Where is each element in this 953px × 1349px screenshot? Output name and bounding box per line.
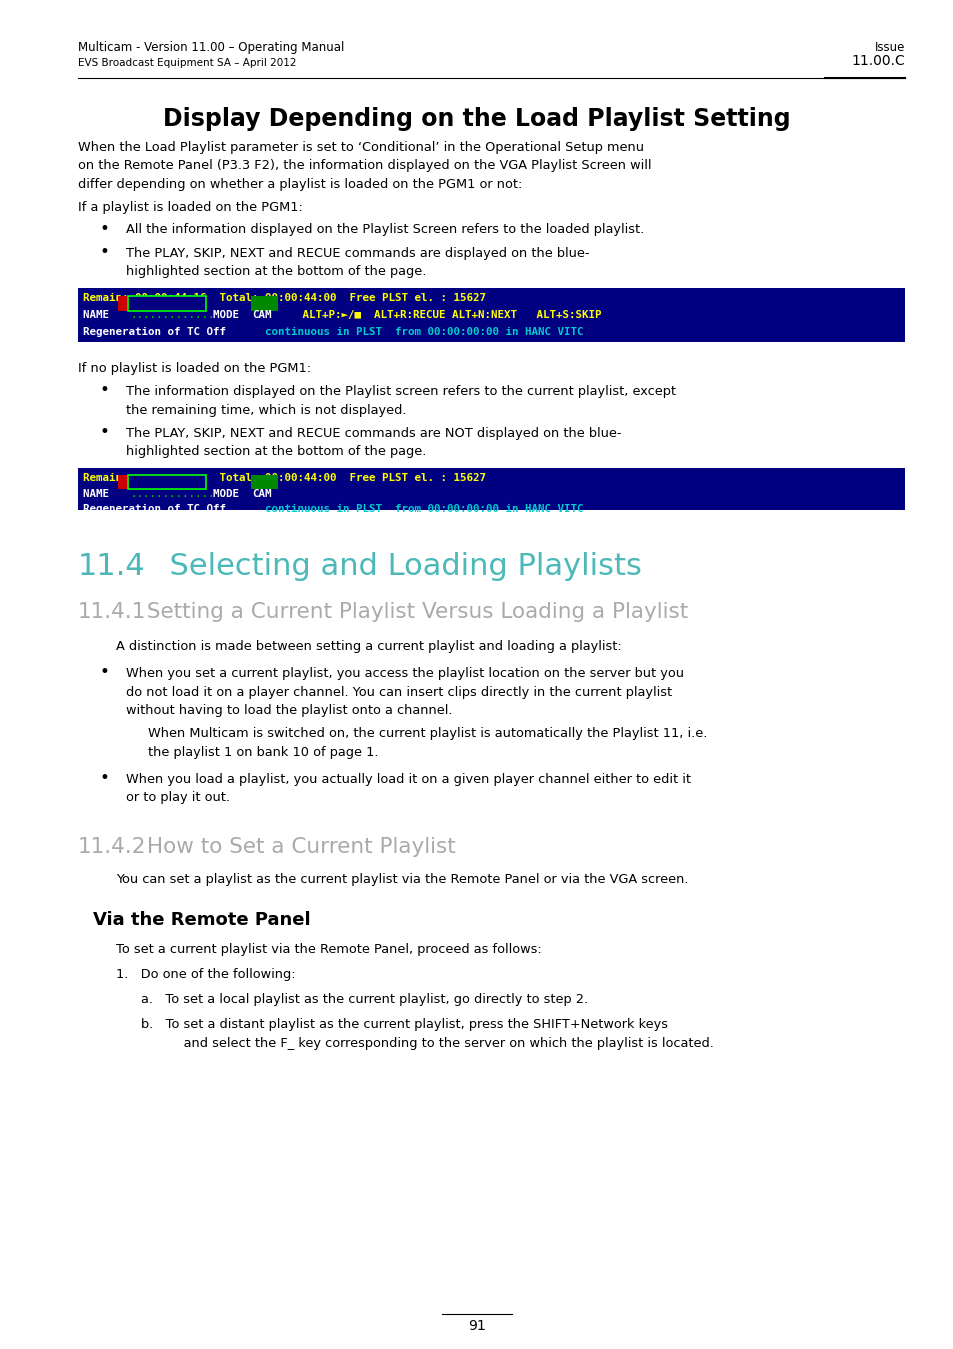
Text: •: • <box>100 220 110 237</box>
Text: on the Remote Panel (P3.3 F2), the information displayed on the VGA Playlist Scr: on the Remote Panel (P3.3 F2), the infor… <box>78 159 651 173</box>
Text: All the information displayed on the Playlist Screen refers to the loaded playli: All the information displayed on the Pla… <box>126 224 643 236</box>
Text: •: • <box>100 422 110 441</box>
Text: ALT+P:►/■  ALT+R:RECUE ALT+N:NEXT   ALT+S:SKIP: ALT+P:►/■ ALT+R:RECUE ALT+N:NEXT ALT+S:S… <box>283 310 601 320</box>
Text: highlighted section at the bottom of the page.: highlighted section at the bottom of the… <box>126 445 426 459</box>
Text: 11.4: 11.4 <box>78 552 146 581</box>
Text: Regeneration of TC Off: Regeneration of TC Off <box>83 505 233 514</box>
Text: .............: ............. <box>130 488 214 499</box>
Text: .............: ............. <box>130 310 214 320</box>
Text: CAM: CAM <box>253 488 272 499</box>
FancyBboxPatch shape <box>118 475 127 488</box>
Text: When you set a current playlist, you access the playlist location on the server : When you set a current playlist, you acc… <box>126 666 683 680</box>
Text: If no playlist is loaded on the PGM1:: If no playlist is loaded on the PGM1: <box>78 362 311 375</box>
Text: continuous in PLST  from 00:00:00:00 in HANC VITC: continuous in PLST from 00:00:00:00 in H… <box>265 505 583 514</box>
Text: 91: 91 <box>468 1319 485 1333</box>
Text: and select the F_ key corresponding to the server on which the playlist is locat: and select the F_ key corresponding to t… <box>163 1036 713 1050</box>
FancyBboxPatch shape <box>128 295 206 310</box>
Text: When the Load Playlist parameter is set to ‘Conditional’ in the Operational Setu: When the Load Playlist parameter is set … <box>78 142 643 154</box>
Text: without having to load the playlist onto a channel.: without having to load the playlist onto… <box>126 704 452 718</box>
Text: the playlist 1 on bank 10 of page 1.: the playlist 1 on bank 10 of page 1. <box>148 746 378 758</box>
Text: 11.4.1: 11.4.1 <box>78 602 146 622</box>
FancyBboxPatch shape <box>118 295 127 310</box>
Text: A distinction is made between setting a current playlist and loading a playlist:: A distinction is made between setting a … <box>116 639 621 653</box>
FancyBboxPatch shape <box>78 287 904 343</box>
Text: The information displayed on the Playlist screen refers to the current playlist,: The information displayed on the Playlis… <box>126 384 676 398</box>
Text: •: • <box>100 380 110 399</box>
Text: The PLAY, SKIP, NEXT and RECUE commands are displayed on the blue-: The PLAY, SKIP, NEXT and RECUE commands … <box>126 247 589 259</box>
FancyBboxPatch shape <box>251 295 277 310</box>
Text: continuous in PLST  from 00:00:00:00 in HANC VITC: continuous in PLST from 00:00:00:00 in H… <box>265 326 583 337</box>
FancyBboxPatch shape <box>251 475 277 488</box>
Text: MODE: MODE <box>213 310 245 320</box>
Text: Regeneration of TC Off: Regeneration of TC Off <box>83 326 233 337</box>
Text: Remain: --:--:--:--  Total: 00:00:44:00  Free PLST el. : 15627: Remain: --:--:--:-- Total: 00:00:44:00 F… <box>83 473 485 483</box>
Text: CAM: CAM <box>253 310 272 320</box>
Text: EVS Broadcast Equipment SA – April 2012: EVS Broadcast Equipment SA – April 2012 <box>78 58 296 67</box>
Text: differ depending on whether a playlist is loaded on the PGM1 or not:: differ depending on whether a playlist i… <box>78 178 522 192</box>
Text: How to Set a Current Playlist: How to Set a Current Playlist <box>140 836 456 857</box>
Text: a.   To set a local playlist as the current playlist, go directly to step 2.: a. To set a local playlist as the curren… <box>141 993 587 1006</box>
Text: 11.4.2: 11.4.2 <box>78 836 147 857</box>
Text: When Multicam is switched on, the current playlist is automatically the Playlist: When Multicam is switched on, the curren… <box>148 727 706 741</box>
Text: NAME: NAME <box>83 488 115 499</box>
Text: When you load a playlist, you actually load it on a given player channel either : When you load a playlist, you actually l… <box>126 773 690 785</box>
Text: 11.00.C: 11.00.C <box>850 54 904 67</box>
Text: Selecting and Loading Playlists: Selecting and Loading Playlists <box>150 552 641 581</box>
Text: Display Depending on the Load Playlist Setting: Display Depending on the Load Playlist S… <box>163 107 790 131</box>
Text: highlighted section at the bottom of the page.: highlighted section at the bottom of the… <box>126 264 426 278</box>
Text: The PLAY, SKIP, NEXT and RECUE commands are NOT displayed on the blue-: The PLAY, SKIP, NEXT and RECUE commands … <box>126 426 620 440</box>
Text: 1.   Do one of the following:: 1. Do one of the following: <box>116 969 295 981</box>
Text: do not load it on a player channel. You can insert clips directly in the current: do not load it on a player channel. You … <box>126 685 672 699</box>
Text: b.   To set a distant playlist as the current playlist, press the SHIFT+Network : b. To set a distant playlist as the curr… <box>141 1018 667 1031</box>
Text: MODE: MODE <box>213 488 245 499</box>
Text: •: • <box>100 769 110 786</box>
Text: NAME: NAME <box>83 310 115 320</box>
Text: Setting a Current Playlist Versus Loading a Playlist: Setting a Current Playlist Versus Loadin… <box>140 602 687 622</box>
Text: or to play it out.: or to play it out. <box>126 791 230 804</box>
Text: Remain: 00:00:44:16  Total: 00:00:44:00  Free PLST el. : 15627: Remain: 00:00:44:16 Total: 00:00:44:00 F… <box>83 293 485 304</box>
Text: If a playlist is loaded on the PGM1:: If a playlist is loaded on the PGM1: <box>78 201 302 213</box>
FancyBboxPatch shape <box>128 475 206 488</box>
Text: the remaining time, which is not displayed.: the remaining time, which is not display… <box>126 403 406 417</box>
Text: Issue: Issue <box>874 40 904 54</box>
FancyBboxPatch shape <box>78 468 904 510</box>
Text: •: • <box>100 243 110 260</box>
Text: Multicam - Version 11.00 – Operating Manual: Multicam - Version 11.00 – Operating Man… <box>78 40 344 54</box>
Text: You can set a playlist as the current playlist via the Remote Panel or via the V: You can set a playlist as the current pl… <box>116 873 688 886</box>
Text: Via the Remote Panel: Via the Remote Panel <box>92 911 311 929</box>
Text: •: • <box>100 662 110 681</box>
Text: To set a current playlist via the Remote Panel, proceed as follows:: To set a current playlist via the Remote… <box>116 943 541 956</box>
